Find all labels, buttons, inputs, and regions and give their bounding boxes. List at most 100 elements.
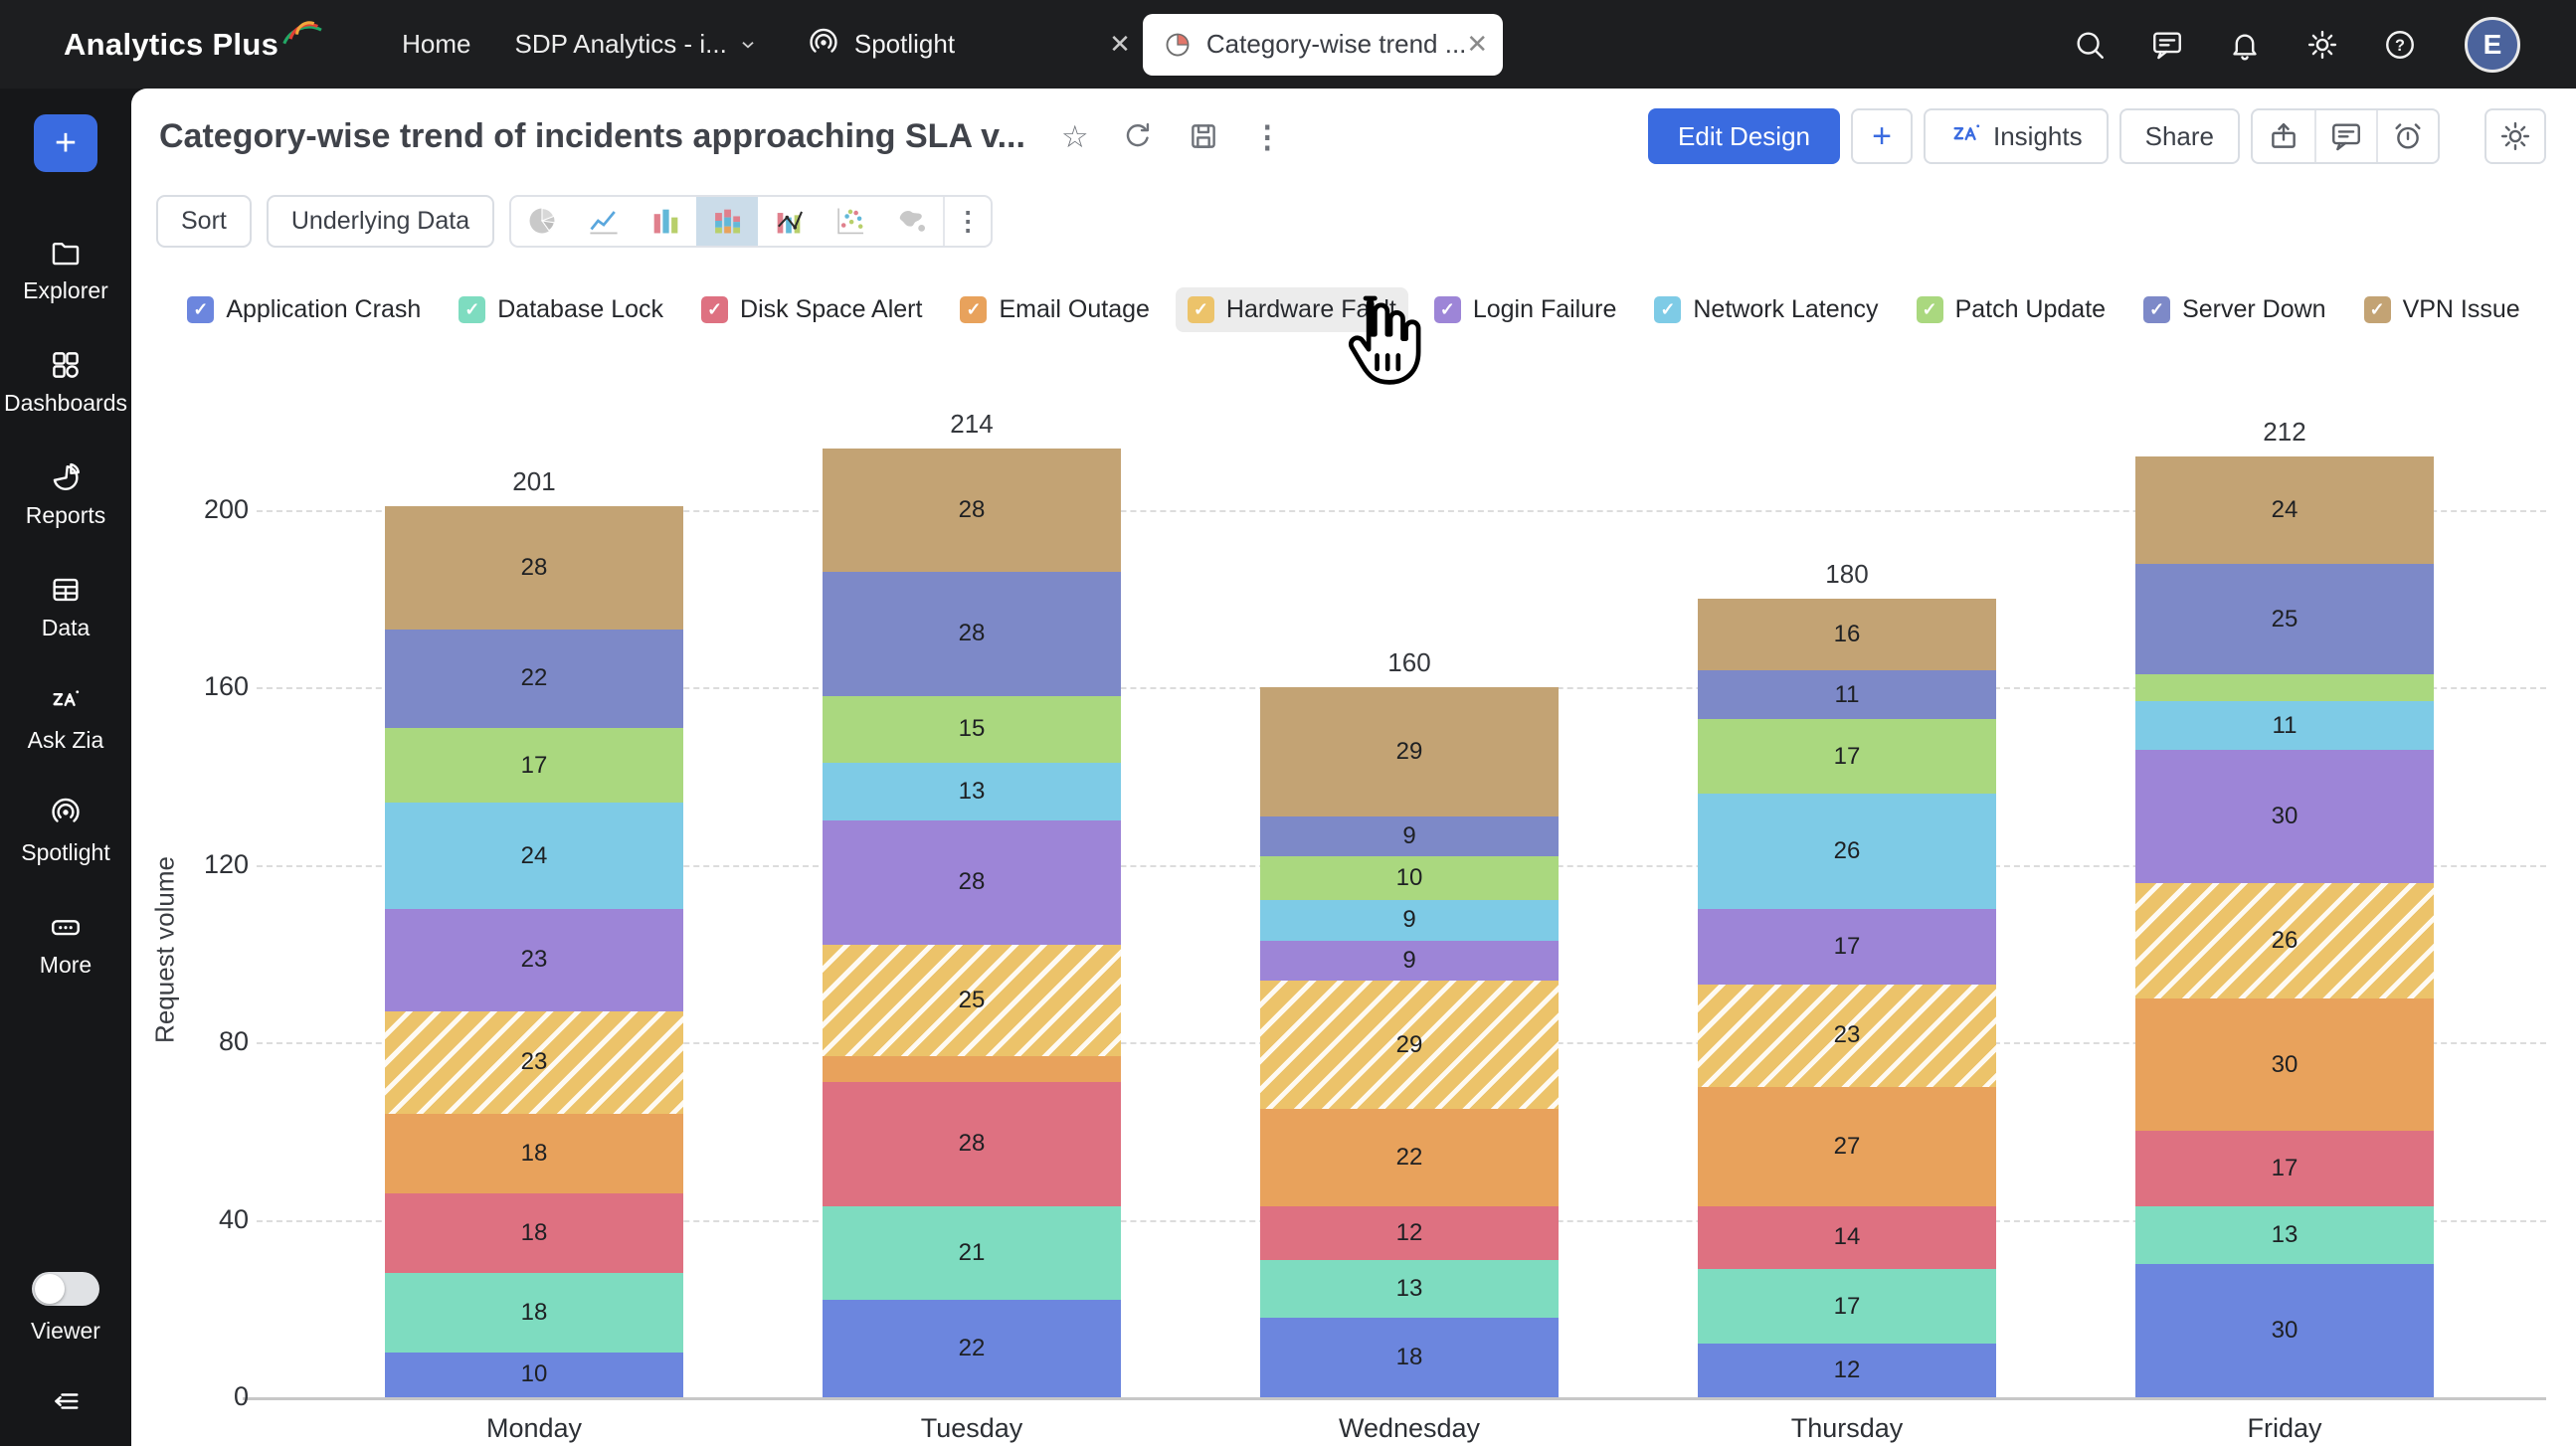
chart-type-combo-icon[interactable] [758,197,820,246]
legend-item-disk-space-alert[interactable]: ✓ Disk Space Alert [689,287,934,332]
sort-button[interactable]: Sort [156,194,252,248]
nav-sdp-analytics-i-[interactable]: SDP Analytics - i... [514,29,758,60]
legend-item-patch-update[interactable]: ✓ Patch Update [1905,287,2118,332]
underlying-data-button[interactable]: Underlying Data [266,194,495,248]
close-icon[interactable]: ✕ [1109,29,1131,59]
bar-segment-patch-update[interactable]: 17 [385,727,683,804]
comment-button[interactable] [2314,110,2376,162]
bell-icon[interactable] [2228,28,2262,62]
bar-segment-server-down[interactable]: 11 [1698,669,1996,719]
sidebar-item-explorer[interactable]: Explorer [0,236,131,304]
close-icon[interactable]: ✕ [1466,29,1489,59]
tab-category-wise-trend[interactable]: Category-wise trend ... ✕ [1142,13,1503,76]
sidebar-item-more[interactable]: More [0,910,131,979]
report-settings-button[interactable] [2484,108,2546,164]
bar-segment-email-outage[interactable]: 18 [385,1113,683,1193]
chart-type-bar-icon[interactable] [635,197,696,246]
legend-item-network-latency[interactable]: ✓ Network Latency [1642,287,1890,332]
bar-segment-network-latency[interactable]: 26 [1698,794,1996,910]
sidebar-collapse-icon[interactable] [49,1384,83,1418]
legend-checkbox[interactable]: ✓ [701,295,729,323]
bar-segment-hardware-fault[interactable]: 23 [1698,985,1996,1087]
sidebar-item-spotlight[interactable]: Spotlight [0,798,131,866]
sidebar-create-button[interactable]: + [34,114,97,172]
bar-segment-server-down[interactable]: 25 [2135,563,2434,675]
avatar[interactable]: E [2465,16,2520,73]
tab-spotlight[interactable]: Spotlight ✕ [807,0,1131,89]
legend-checkbox[interactable]: ✓ [960,295,988,323]
sidebar-item-ask-zia[interactable]: Ask Zia [0,685,131,754]
legend-item-vpn-issue[interactable]: ✓ VPN Issue [2352,287,2532,332]
bar-segment-vpn-issue[interactable]: 28 [823,448,1121,573]
refresh-icon[interactable] [1121,119,1155,153]
bar-segment-disk-space-alert[interactable]: 14 [1698,1206,1996,1269]
legend-checkbox[interactable]: ✓ [2363,295,2391,323]
bar-segment-login-failure[interactable]: 17 [1698,909,1996,986]
legend-checkbox[interactable]: ✓ [459,295,486,323]
bar-segment-network-latency[interactable]: 13 [823,763,1121,821]
bar-segment-vpn-issue[interactable]: 29 [1260,687,1559,816]
export-button[interactable] [2253,110,2314,162]
bar-segment-hardware-fault[interactable]: 26 [2135,882,2434,998]
legend-item-email-outage[interactable]: ✓ Email Outage [948,287,1161,332]
search-icon[interactable] [2073,28,2107,62]
legend-checkbox[interactable]: ✓ [1433,295,1461,323]
bar-segment-database-lock[interactable]: 13 [1260,1259,1559,1318]
bar-segment-server-down[interactable]: 28 [823,572,1121,697]
bar-segment-server-down[interactable]: 22 [385,630,683,728]
bar-segment-database-lock[interactable]: 21 [823,1206,1121,1300]
bar-segment-login-failure[interactable]: 23 [385,909,683,1011]
chart-type-pie-icon[interactable] [511,197,573,246]
share-button[interactable]: Share [2118,108,2240,164]
legend-checkbox[interactable]: ✓ [2143,295,2171,323]
bar-segment-vpn-issue[interactable]: 16 [1698,599,1996,670]
bar-segment-server-down[interactable]: 9 [1260,815,1559,856]
bar-segment-application-crash[interactable]: 30 [2135,1264,2434,1397]
save-icon[interactable] [1187,119,1220,153]
viewer-toggle[interactable] [32,1272,99,1306]
bar-segment-disk-space-alert[interactable]: 12 [1260,1206,1559,1260]
bar-segment-disk-space-alert[interactable]: 17 [2135,1131,2434,1207]
bar-segment-application-crash[interactable]: 18 [1260,1317,1559,1397]
bar-segment-patch-update[interactable]: 10 [1260,855,1559,901]
legend-item-application-crash[interactable]: ✓ Application Crash [175,287,433,332]
bar-segment-network-latency[interactable]: 24 [385,803,683,910]
chart-type-overflow-button[interactable]: ⋮ [955,205,982,236]
legend-checkbox[interactable]: ✓ [1654,295,1682,323]
insights-button[interactable]: Insights [1924,108,2109,164]
bar-segment-login-failure[interactable]: 9 [1260,940,1559,981]
sidebar-item-data[interactable]: Data [0,573,131,641]
bar-segment-network-latency[interactable]: 9 [1260,900,1559,941]
bar-segment-email-outage[interactable]: 22 [1260,1109,1559,1207]
legend-checkbox[interactable]: ✓ [1187,295,1214,323]
chart-type-scatter-icon[interactable] [820,197,881,246]
nav-home[interactable]: Home [402,29,470,60]
bar-segment-patch-update[interactable]: 15 [823,696,1121,764]
bar-segment-hardware-fault[interactable]: 25 [823,945,1121,1056]
bar-segment-email-outage[interactable]: 27 [1698,1086,1996,1207]
bar-segment-email-outage[interactable]: 30 [2135,997,2434,1132]
gear-icon[interactable] [2305,28,2339,62]
bar-segment-database-lock[interactable]: 17 [1698,1268,1996,1345]
sidebar-item-dashboards[interactable]: Dashboards [0,348,131,417]
bar-segment-vpn-issue[interactable]: 24 [2135,456,2434,564]
edit-design-button[interactable]: Edit Design [1648,108,1840,164]
bar-segment-network-latency[interactable]: 11 [2135,700,2434,750]
alarm-button[interactable] [2376,110,2438,162]
bar-segment-patch-update[interactable] [2135,674,2434,701]
legend-checkbox[interactable]: ✓ [187,295,215,323]
bar-segment-email-outage[interactable] [823,1055,1121,1083]
legend-item-hardware-fault[interactable]: ✓ Hardware Fault [1175,286,1408,332]
bar-segment-application-crash[interactable]: 10 [385,1353,683,1397]
chart-type-stacked-bar-icon[interactable] [696,196,759,246]
help-icon[interactable]: ? [2383,28,2417,62]
bar-segment-application-crash[interactable]: 22 [823,1299,1121,1397]
bar-segment-application-crash[interactable]: 12 [1698,1344,1996,1397]
bar-segment-database-lock[interactable]: 18 [385,1273,683,1354]
comment-icon[interactable] [2150,28,2184,62]
add-report-button[interactable]: + [1851,108,1913,164]
bar-segment-login-failure[interactable]: 28 [823,820,1121,946]
legend-item-login-failure[interactable]: ✓ Login Failure [1422,287,1629,332]
bar-segment-hardware-fault[interactable]: 29 [1260,980,1559,1110]
chart-type-map-icon[interactable] [881,197,943,246]
